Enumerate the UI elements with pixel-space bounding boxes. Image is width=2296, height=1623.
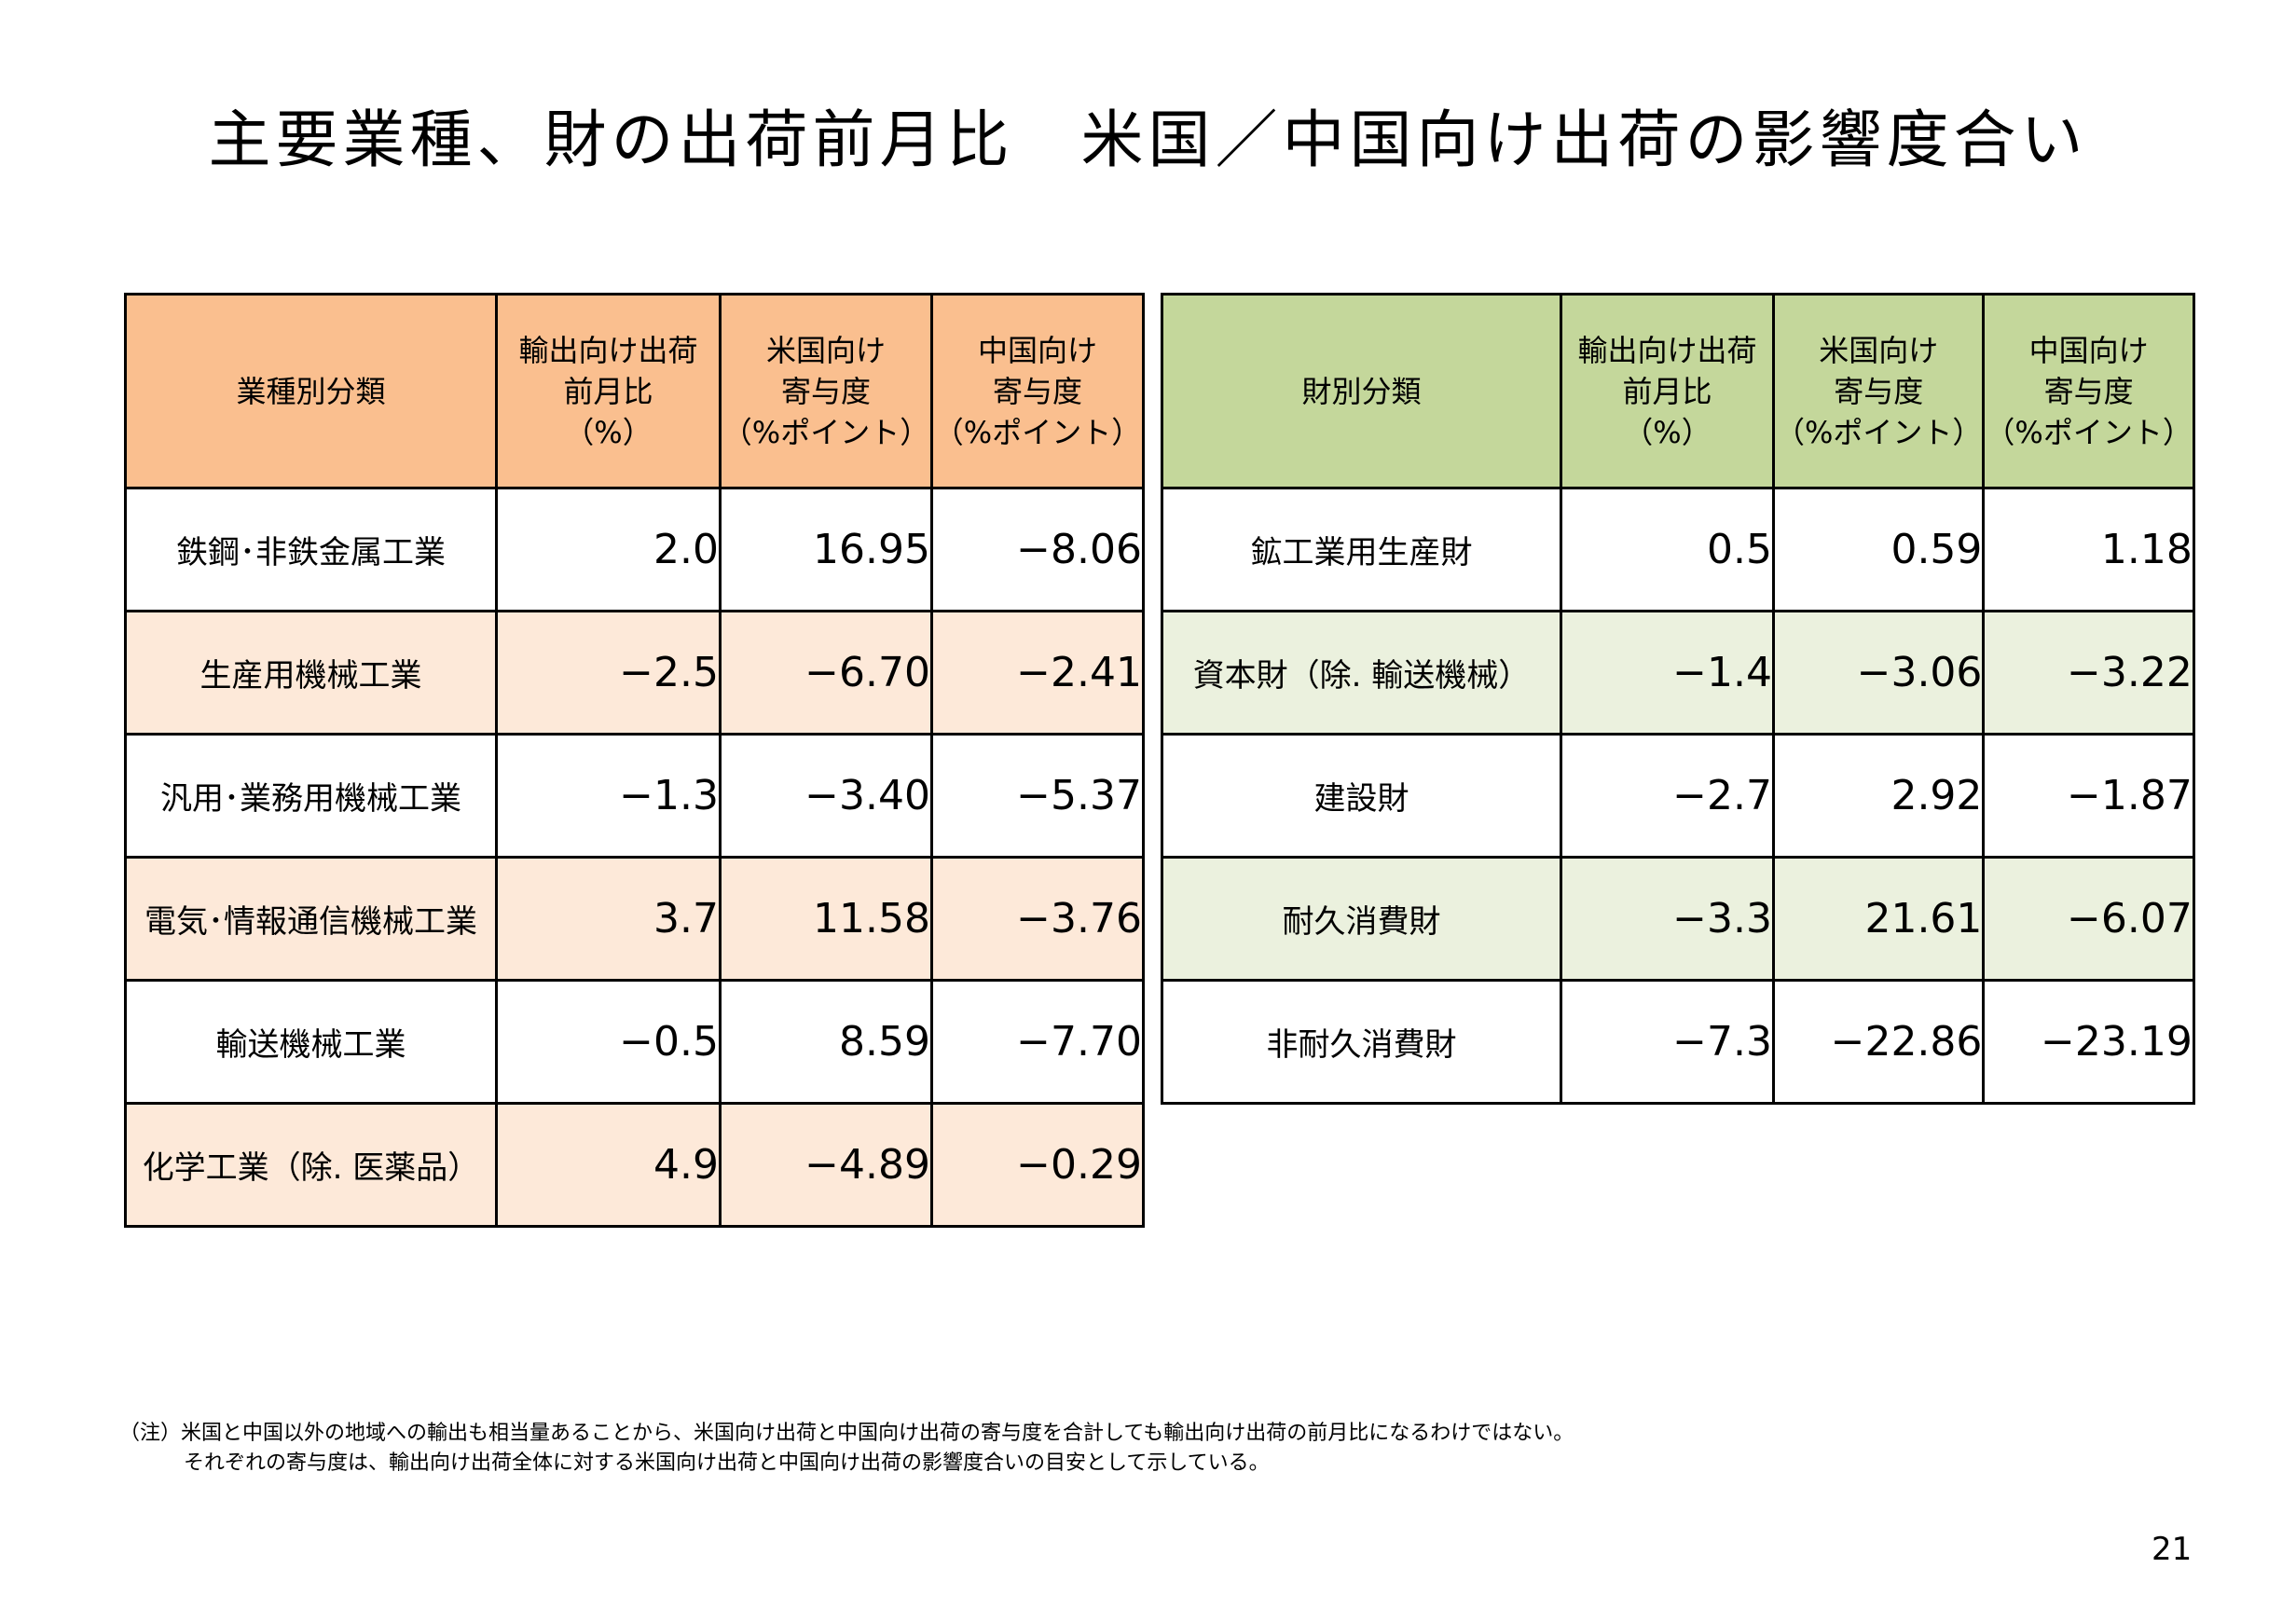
header-line: 前月比 bbox=[1622, 373, 1712, 409]
cell-export-mom: 0.5 bbox=[1560, 487, 1775, 612]
cell-china-contribution: 1.18 bbox=[1982, 487, 2195, 612]
cell-export-mom: 2.0 bbox=[495, 487, 722, 612]
industry-shipment-table: 業種別分類 輸出向け出荷 前月比 （%） 米国向け 寄与度 （%ポイント） 中国… bbox=[124, 293, 1145, 1228]
row-label: 資本財（除. 輸送機械） bbox=[1161, 610, 1562, 736]
table-row: 化学工業（除. 医薬品） 4.9 −4.89 −0.29 bbox=[124, 1102, 1145, 1228]
header-line: （%ポイント） bbox=[933, 414, 1142, 450]
footnote: （注）米国と中国以外の地域への輸出も相当量あることから、米国向け出荷と中国向け出… bbox=[119, 1419, 1574, 1479]
header-line: 寄与度 bbox=[2043, 373, 2134, 409]
header-line: 寄与度 bbox=[992, 373, 1082, 409]
cell-us-contribution: 21.61 bbox=[1771, 856, 1986, 982]
cell-export-mom: −1.4 bbox=[1560, 610, 1775, 736]
header-category-text: 財別分類 bbox=[1301, 373, 1422, 409]
cell-us-contribution: 11.58 bbox=[719, 856, 933, 982]
table-row: 鉄鋼･非鉄金属工業 2.0 16.95 −8.06 bbox=[124, 487, 1145, 612]
header-export-mom: 輸出向け出荷 前月比 （%） bbox=[495, 293, 722, 489]
header-line: 中国向け bbox=[977, 332, 1097, 368]
cell-export-mom: −1.3 bbox=[495, 733, 722, 859]
cell-us-contribution: 2.92 bbox=[1771, 733, 1986, 859]
header-line: （%） bbox=[564, 414, 653, 450]
footnote-line-1: （注）米国と中国以外の地域への輸出も相当量あることから、米国向け出荷と中国向け出… bbox=[119, 1422, 1574, 1445]
header-category: 財別分類 bbox=[1161, 293, 1562, 489]
table-row: 生産用機械工業 −2.5 −6.70 −2.41 bbox=[124, 610, 1145, 736]
row-label: 鉱工業用生産財 bbox=[1161, 487, 1562, 612]
header-line: 寄与度 bbox=[1834, 373, 1924, 409]
row-label: 耐久消費財 bbox=[1161, 856, 1562, 982]
header-us-contribution: 米国向け 寄与度 （%ポイント） bbox=[1771, 293, 1986, 489]
header-line: 前月比 bbox=[563, 373, 653, 409]
cell-us-contribution: −4.89 bbox=[719, 1102, 933, 1228]
header-category-text: 業種別分類 bbox=[236, 373, 386, 409]
cell-china-contribution: −7.70 bbox=[930, 979, 1145, 1105]
table-header-row: 財別分類 輸出向け出荷 前月比 （%） 米国向け 寄与度 （%ポイント） 中国向… bbox=[1161, 293, 2195, 489]
row-label: 化学工業（除. 医薬品） bbox=[124, 1102, 498, 1228]
cell-us-contribution: −22.86 bbox=[1771, 979, 1986, 1105]
cell-export-mom: −7.3 bbox=[1560, 979, 1775, 1105]
cell-china-contribution: −23.19 bbox=[1982, 979, 2195, 1105]
cell-us-contribution: −6.70 bbox=[719, 610, 933, 736]
row-label: 電気･情報通信機械工業 bbox=[124, 856, 498, 982]
header-line: 寄与度 bbox=[780, 373, 871, 409]
table-row: 耐久消費財 −3.3 21.61 −6.07 bbox=[1161, 856, 2195, 982]
row-label: 鉄鋼･非鉄金属工業 bbox=[124, 487, 498, 612]
header-line: （%ポイント） bbox=[1985, 414, 2193, 450]
cell-us-contribution: −3.06 bbox=[1771, 610, 1986, 736]
cell-china-contribution: −1.87 bbox=[1982, 733, 2195, 859]
header-line: （%） bbox=[1623, 414, 1712, 450]
page-number: 21 bbox=[2152, 1531, 2193, 1568]
table-row: 輸送機械工業 −0.5 8.59 −7.70 bbox=[124, 979, 1145, 1105]
row-label: 汎用･業務用機械工業 bbox=[124, 733, 498, 859]
cell-china-contribution: −6.07 bbox=[1982, 856, 2195, 982]
row-label: 建設財 bbox=[1161, 733, 1562, 859]
cell-export-mom: −2.5 bbox=[495, 610, 722, 736]
cell-export-mom: 3.7 bbox=[495, 856, 722, 982]
cell-us-contribution: 8.59 bbox=[719, 979, 933, 1105]
row-label: 非耐久消費財 bbox=[1161, 979, 1562, 1105]
table-header-row: 業種別分類 輸出向け出荷 前月比 （%） 米国向け 寄与度 （%ポイント） 中国… bbox=[124, 293, 1145, 489]
table-row: 資本財（除. 輸送機械） −1.4 −3.06 −3.22 bbox=[1161, 610, 2195, 736]
table-row: 建設財 −2.7 2.92 −1.87 bbox=[1161, 733, 2195, 859]
header-china-contribution: 中国向け 寄与度 （%ポイント） bbox=[1982, 293, 2195, 489]
table-row: 鉱工業用生産財 0.5 0.59 1.18 bbox=[1161, 487, 2195, 612]
cell-china-contribution: −8.06 bbox=[930, 487, 1145, 612]
cell-china-contribution: −3.22 bbox=[1982, 610, 2195, 736]
cell-us-contribution: 0.59 bbox=[1771, 487, 1986, 612]
header-line: 輸出向け出荷 bbox=[518, 332, 698, 368]
cell-export-mom: −0.5 bbox=[495, 979, 722, 1105]
cell-export-mom: 4.9 bbox=[495, 1102, 722, 1228]
cell-china-contribution: −0.29 bbox=[930, 1102, 1145, 1228]
header-line: （%ポイント） bbox=[722, 414, 930, 450]
header-china-contribution: 中国向け 寄与度 （%ポイント） bbox=[930, 293, 1145, 489]
cell-china-contribution: −3.76 bbox=[930, 856, 1145, 982]
header-line: 輸出向け出荷 bbox=[1577, 332, 1757, 368]
page-title: 主要業種、財の出荷前月比 米国／中国向け出荷の影響度合い bbox=[208, 103, 2088, 176]
header-line: 米国向け bbox=[1819, 332, 1939, 368]
cell-china-contribution: −2.41 bbox=[930, 610, 1145, 736]
footnote-line-2: それぞれの寄与度は、輸出向け出荷全体に対する米国向け出荷と中国向け出荷の影響度合… bbox=[184, 1451, 1270, 1475]
table-row: 汎用･業務用機械工業 −1.3 −3.40 −5.37 bbox=[124, 733, 1145, 859]
header-us-contribution: 米国向け 寄与度 （%ポイント） bbox=[719, 293, 933, 489]
header-export-mom: 輸出向け出荷 前月比 （%） bbox=[1560, 293, 1775, 489]
goods-shipment-table: 財別分類 輸出向け出荷 前月比 （%） 米国向け 寄与度 （%ポイント） 中国向… bbox=[1161, 293, 2195, 1105]
cell-export-mom: −2.7 bbox=[1560, 733, 1775, 859]
row-label: 生産用機械工業 bbox=[124, 610, 498, 736]
cell-us-contribution: −3.40 bbox=[719, 733, 933, 859]
header-line: 中国向け bbox=[2028, 332, 2149, 368]
row-label: 輸送機械工業 bbox=[124, 979, 498, 1105]
cell-china-contribution: −5.37 bbox=[930, 733, 1145, 859]
table-row: 非耐久消費財 −7.3 −22.86 −23.19 bbox=[1161, 979, 2195, 1105]
cell-us-contribution: 16.95 bbox=[719, 487, 933, 612]
table-row: 電気･情報通信機械工業 3.7 11.58 −3.76 bbox=[124, 856, 1145, 982]
header-line: （%ポイント） bbox=[1775, 414, 1983, 450]
header-category: 業種別分類 bbox=[124, 293, 498, 489]
cell-export-mom: −3.3 bbox=[1560, 856, 1775, 982]
header-line: 米国向け bbox=[765, 332, 886, 368]
